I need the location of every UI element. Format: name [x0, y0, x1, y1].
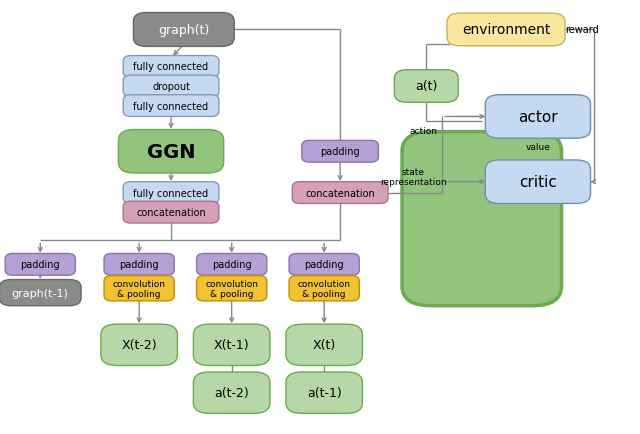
FancyBboxPatch shape [5, 254, 76, 276]
FancyBboxPatch shape [394, 70, 458, 103]
FancyBboxPatch shape [193, 325, 270, 365]
Text: state
representation: state representation [380, 167, 447, 187]
Text: a(t-2): a(t-2) [214, 386, 249, 399]
FancyBboxPatch shape [485, 95, 591, 139]
Text: padding: padding [119, 260, 159, 270]
FancyBboxPatch shape [124, 182, 219, 204]
Text: X(t-2): X(t-2) [122, 339, 157, 352]
FancyBboxPatch shape [196, 276, 267, 301]
FancyBboxPatch shape [104, 276, 174, 301]
Text: graph(t-1): graph(t-1) [12, 288, 68, 298]
Text: X(t): X(t) [312, 339, 336, 352]
Text: environment: environment [462, 23, 550, 37]
Text: action: action [409, 127, 437, 136]
Text: critic: critic [519, 175, 557, 190]
Text: convolution
& pooling: convolution & pooling [298, 279, 351, 298]
FancyBboxPatch shape [286, 372, 362, 413]
Text: concatenation: concatenation [136, 208, 206, 217]
Text: dropout: dropout [152, 82, 190, 92]
Text: fully connected: fully connected [134, 62, 209, 72]
FancyBboxPatch shape [402, 132, 561, 306]
Text: fully connected: fully connected [134, 102, 209, 111]
FancyBboxPatch shape [302, 141, 378, 163]
Text: GGN: GGN [147, 142, 195, 161]
FancyBboxPatch shape [124, 56, 219, 78]
Text: padding: padding [305, 260, 344, 270]
Text: convolution
& pooling: convolution & pooling [205, 279, 258, 298]
FancyBboxPatch shape [289, 254, 359, 276]
FancyBboxPatch shape [104, 254, 174, 276]
Text: actor: actor [518, 110, 557, 125]
Text: convolution
& pooling: convolution & pooling [113, 279, 166, 298]
FancyBboxPatch shape [124, 76, 219, 98]
Text: padding: padding [320, 147, 360, 157]
FancyBboxPatch shape [133, 13, 234, 47]
FancyBboxPatch shape [292, 182, 388, 204]
FancyBboxPatch shape [286, 325, 362, 365]
FancyBboxPatch shape [124, 202, 219, 224]
FancyBboxPatch shape [196, 254, 267, 276]
Text: reward: reward [565, 26, 599, 35]
Text: concatenation: concatenation [305, 188, 375, 198]
Text: fully connected: fully connected [134, 188, 209, 198]
Text: graph(t): graph(t) [158, 24, 209, 37]
FancyBboxPatch shape [124, 95, 219, 117]
Text: a(t): a(t) [415, 80, 438, 93]
Text: a(t-1): a(t-1) [307, 386, 342, 399]
FancyBboxPatch shape [289, 276, 359, 301]
Text: padding: padding [20, 260, 60, 270]
Text: X(t-1): X(t-1) [214, 339, 250, 352]
FancyBboxPatch shape [193, 372, 270, 413]
FancyBboxPatch shape [0, 280, 81, 306]
FancyBboxPatch shape [118, 130, 224, 174]
Text: value: value [525, 143, 550, 152]
Text: padding: padding [212, 260, 252, 270]
FancyBboxPatch shape [447, 14, 565, 46]
FancyBboxPatch shape [101, 325, 177, 365]
FancyBboxPatch shape [485, 161, 591, 204]
